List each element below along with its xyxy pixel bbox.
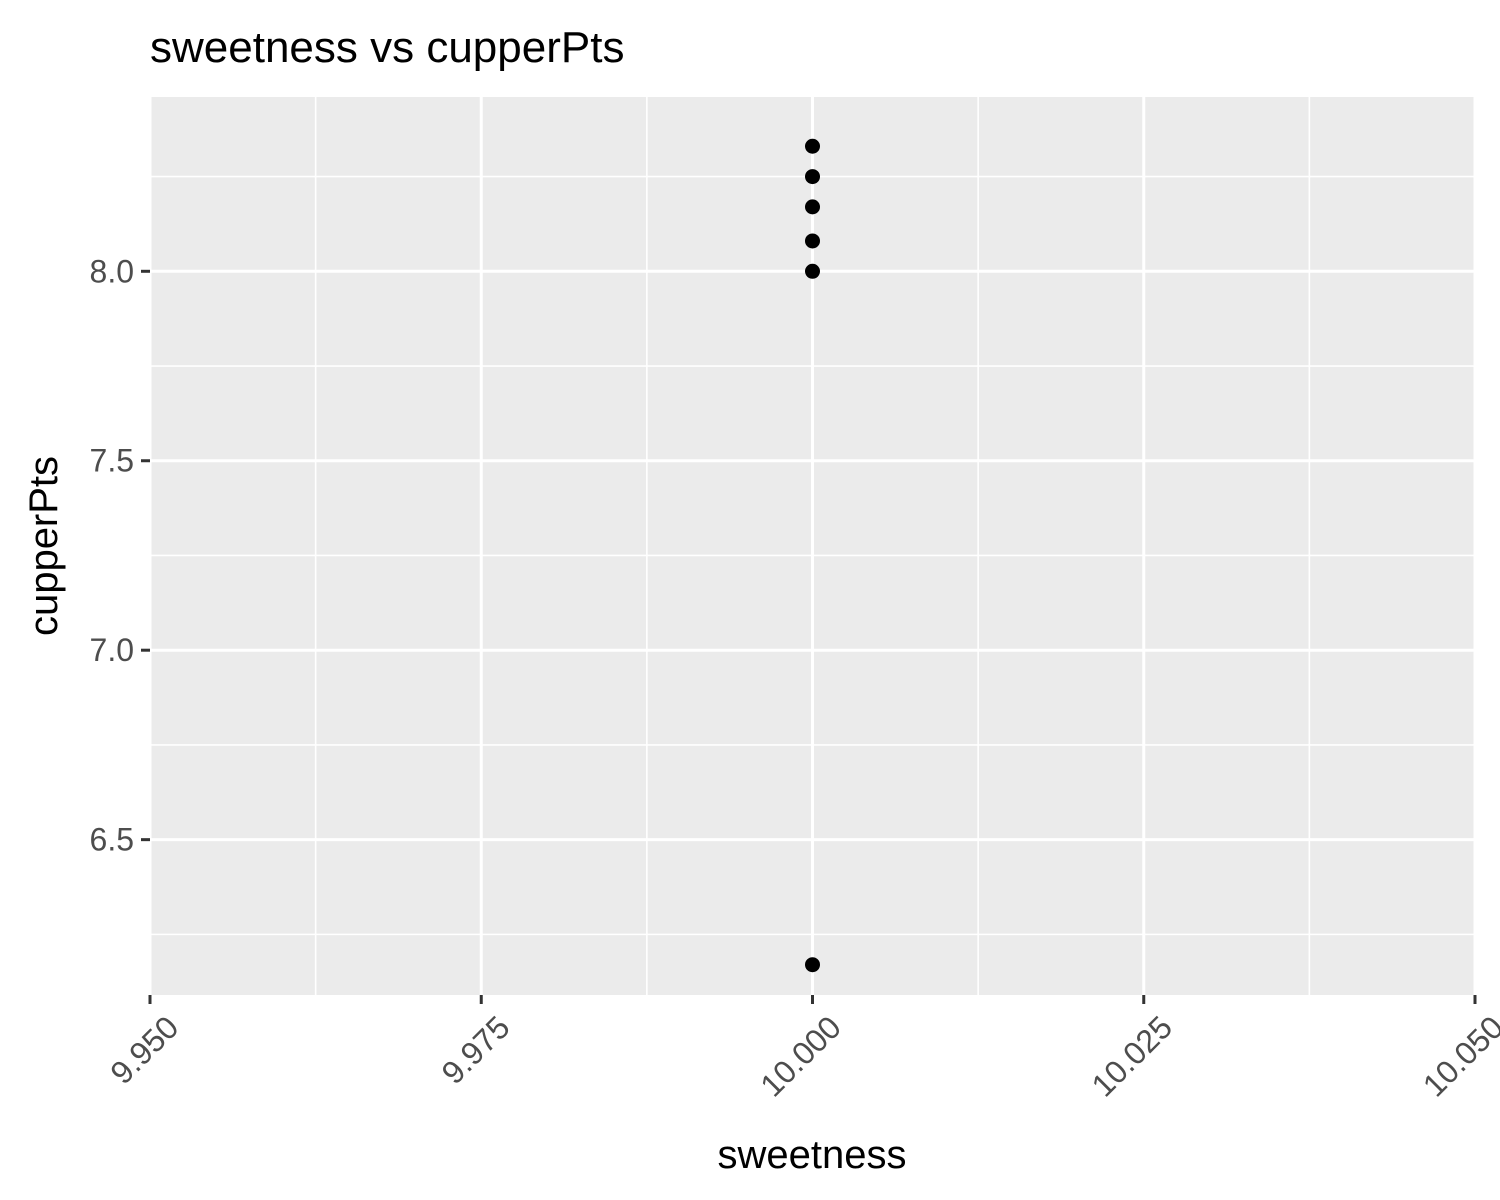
data-point bbox=[805, 138, 820, 154]
x-tick-label: 9.975 bbox=[435, 1009, 517, 1091]
y-tick-label: 6.5 bbox=[90, 822, 134, 858]
data-point bbox=[805, 263, 820, 279]
x-tick-label: 10.025 bbox=[1084, 1009, 1179, 1104]
data-point bbox=[805, 199, 820, 215]
y-tick-label: 7.5 bbox=[90, 443, 134, 479]
data-point bbox=[805, 957, 820, 973]
data-point bbox=[805, 233, 820, 249]
y-axis-title: cupperPts bbox=[22, 456, 66, 636]
data-points bbox=[805, 138, 820, 973]
x-tick-label: 10.000 bbox=[753, 1009, 848, 1104]
data-point bbox=[805, 169, 820, 185]
y-axis-ticks: 6.5 7.0 7.5 8.0 bbox=[90, 253, 150, 858]
x-tick-label: 9.950 bbox=[103, 1009, 185, 1091]
x-axis-title: sweetness bbox=[718, 1133, 907, 1177]
chart-title: sweetness vs cupperPts bbox=[150, 23, 624, 72]
y-tick-label: 7.0 bbox=[90, 632, 134, 668]
x-axis-ticks: 9.950 9.975 10.000 10.025 10.050 bbox=[103, 995, 1500, 1104]
y-tick-label: 8.0 bbox=[90, 253, 134, 289]
major-gridlines bbox=[148, 97, 1477, 995]
x-tick-label: 10.050 bbox=[1416, 1009, 1500, 1104]
